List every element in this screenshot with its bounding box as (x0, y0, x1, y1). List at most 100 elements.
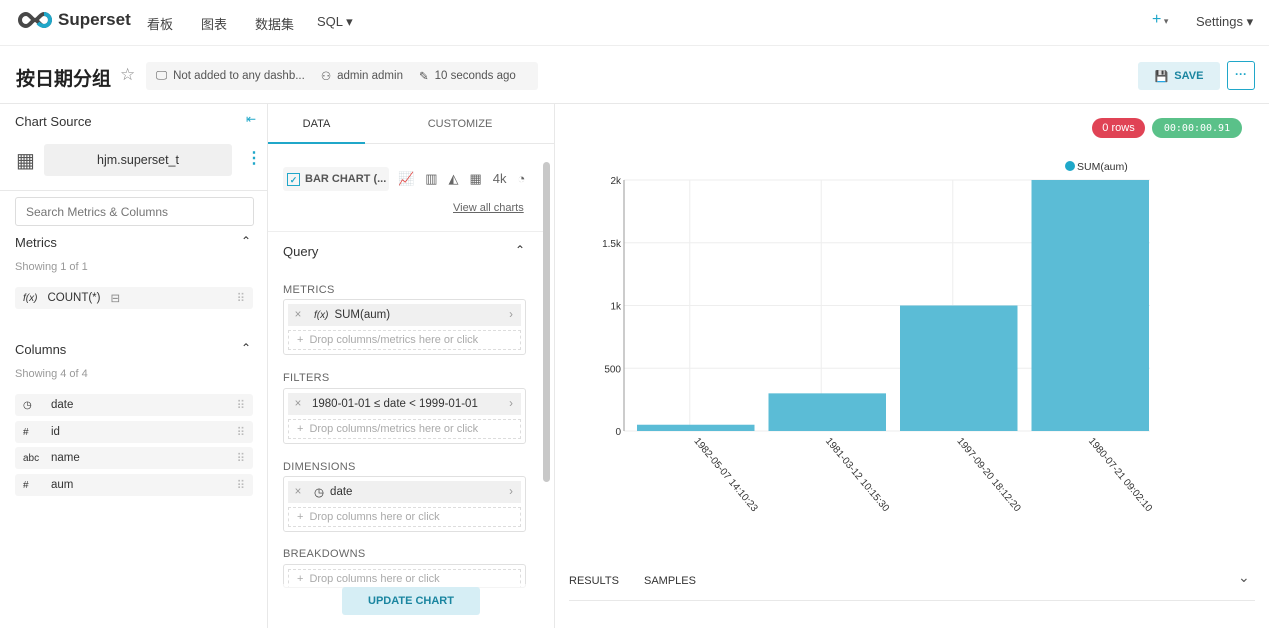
columns-section-title[interactable]: Columns (15, 342, 67, 357)
query-time-badge: 00:00:00.91 (1152, 118, 1242, 138)
dashboard-icon: 🖵 (156, 69, 168, 82)
plus-menu[interactable]: + ▾ (1152, 11, 1169, 28)
column-item[interactable]: # id ⠿ (15, 421, 253, 443)
numeric-icon: # (23, 479, 29, 491)
remove-icon[interactable]: × (294, 486, 302, 498)
nav-charts[interactable]: 图表 (201, 17, 228, 32)
numeric-icon: # (23, 426, 29, 438)
dimensions-control: × ◷ date › + Drop columns here or click (283, 476, 526, 532)
metrics-dropzone[interactable]: + Drop columns/metrics here or click (288, 330, 521, 350)
y-tick-label: 1.5k (602, 239, 622, 250)
chart-title[interactable]: 按日期分组 (16, 69, 112, 90)
column-item[interactable]: abc name ⠿ (15, 447, 253, 469)
x-tick-label: 1982-05-07 14:10:23 (691, 436, 759, 515)
dimension-chip[interactable]: × ◷ date › (288, 481, 521, 503)
pie-chart-icon[interactable]: ◔ (517, 171, 526, 186)
user-icon: ⚇ (320, 71, 332, 83)
plus-icon: + (1152, 11, 1162, 28)
search-metrics-input[interactable] (15, 197, 254, 226)
dimensions-label: DIMENSIONS (283, 461, 356, 473)
tab-samples[interactable]: SAMPLES (644, 575, 696, 587)
table-chart-icon[interactable]: ▦ (469, 171, 482, 186)
chevron-right-icon[interactable]: › (509, 486, 513, 498)
chevron-up-icon[interactable]: ⌃ (241, 341, 252, 355)
modified-time: 10 seconds ago (434, 70, 516, 82)
brand-name: Superset (58, 10, 131, 29)
area-chart-icon[interactable]: ◭ (448, 171, 459, 186)
drag-handle-icon[interactable]: ⠿ (236, 400, 245, 412)
dataset-menu-icon[interactable]: ⋮ (246, 150, 262, 167)
viz-type-label: BAR CHART (... (305, 173, 387, 185)
superset-logo[interactable]: Superset (16, 10, 131, 30)
logo-icon (18, 11, 52, 29)
chevron-up-icon[interactable]: ⌃ (515, 243, 526, 257)
drag-handle-icon[interactable]: ⠿ (236, 427, 245, 439)
breakdowns-label: BREAKDOWNS (283, 548, 366, 560)
y-tick-label: 1k (610, 302, 622, 313)
view-all-charts-link[interactable]: View all charts (453, 202, 524, 214)
chart-metadata: 🖵 Not added to any dashb... ⚇ admin admin … (146, 62, 538, 90)
plus-icon: + (297, 573, 304, 585)
remove-icon[interactable]: × (294, 309, 302, 321)
star-icon[interactable]: ☆ (120, 65, 136, 84)
drag-handle-icon[interactable]: ⠿ (236, 293, 245, 305)
collapse-icon[interactable]: ⇤ (246, 112, 257, 126)
metrics-count: Showing 1 of 1 (15, 261, 88, 273)
more-options-button[interactable]: ··· (1227, 61, 1255, 90)
y-tick-label: 500 (604, 364, 621, 375)
filters-dropzone[interactable]: + Drop columns/metrics here or click (288, 419, 521, 439)
remove-icon[interactable]: × (294, 398, 302, 410)
chevron-right-icon[interactable]: › (509, 398, 513, 410)
sql-icon: ⊟ (110, 293, 121, 305)
settings-menu[interactable]: Settings ▾ (1196, 14, 1254, 29)
dataset-name[interactable]: hjm.superset_t (44, 144, 232, 176)
column-item[interactable]: # aum ⠿ (15, 474, 253, 496)
save-button[interactable]: 💾 SAVE (1138, 62, 1220, 90)
column-name: aum (51, 479, 74, 491)
metric-chip[interactable]: × f(x) SUM(aum) › (288, 304, 521, 326)
chevron-right-icon[interactable]: › (509, 309, 513, 321)
tab-customize[interactable]: CUSTOMIZE (365, 104, 555, 144)
dropzone-text: Drop columns here or click (309, 573, 440, 585)
nav-sql-label: SQL (317, 14, 343, 29)
bar-chart-icon[interactable]: ▥ (425, 171, 438, 186)
dimension-value: date (330, 486, 353, 498)
dimensions-dropzone[interactable]: + Drop columns here or click (288, 507, 521, 527)
line-chart-icon[interactable]: 📈 (398, 171, 415, 186)
function-icon: f(x) (23, 292, 38, 304)
x-tick-label: 1981-03-12 10:15:30 (823, 436, 891, 515)
breakdowns-dropzone[interactable]: + Drop columns here or click (288, 569, 521, 587)
x-tick-label: 1980-07-21 09:02:10 (1086, 436, 1154, 515)
bar (900, 305, 1018, 431)
legend-marker (1065, 161, 1075, 171)
update-chart-button[interactable]: UPDATE CHART (342, 587, 480, 615)
tab-results[interactable]: RESULTS (569, 575, 619, 587)
nav-datasets[interactable]: 数据集 (255, 17, 295, 32)
nav-sql[interactable]: SQL ▾ (317, 14, 353, 29)
checkbox-icon: ✓ (287, 172, 300, 186)
chevron-down-icon[interactable]: ⌄ (1238, 569, 1250, 585)
drag-handle-icon[interactable]: ⠿ (236, 453, 245, 465)
chart-header (0, 46, 1269, 104)
table-icon: ▦ (16, 150, 35, 172)
filter-chip[interactable]: × 1980-01-01 ≤ date < 1999-01-01 › (288, 393, 521, 415)
filter-value: 1980-01-01 ≤ date < 1999-01-01 (312, 398, 478, 410)
scrollbar[interactable] (543, 162, 550, 482)
metrics-section-title[interactable]: Metrics (15, 235, 57, 250)
drag-handle-icon[interactable]: ⠿ (236, 480, 245, 492)
query-section-title[interactable]: Query (283, 244, 319, 259)
nav-dashboards[interactable]: 看板 (147, 17, 174, 32)
big-number-icon[interactable]: 4k (492, 171, 507, 186)
chart-source-title: Chart Source (15, 114, 92, 129)
chevron-up-icon[interactable]: ⌃ (241, 234, 252, 248)
column-item[interactable]: ◷ date ⠿ (15, 394, 253, 416)
dropzone-text: Drop columns/metrics here or click (309, 334, 479, 346)
bar-chart: 0 500 1k 1.5k 2k 1982-05-07 14:10:23 1981-03-1… (602, 161, 1154, 515)
dashboards-status[interactable]: Not added to any dashb... (173, 70, 305, 82)
metric-item[interactable]: f(x) COUNT(*) ⊟ ⠿ (15, 287, 253, 309)
viz-type-selector[interactable]: ✓ BAR CHART (... (283, 167, 389, 191)
tab-data[interactable]: DATA (268, 104, 365, 144)
top-nav: Superset 看板 图表 数据集 SQL ▾ + ▾ Settings ▾ (0, 0, 1269, 46)
function-icon: f(x) (314, 309, 329, 321)
column-name: id (51, 426, 60, 438)
